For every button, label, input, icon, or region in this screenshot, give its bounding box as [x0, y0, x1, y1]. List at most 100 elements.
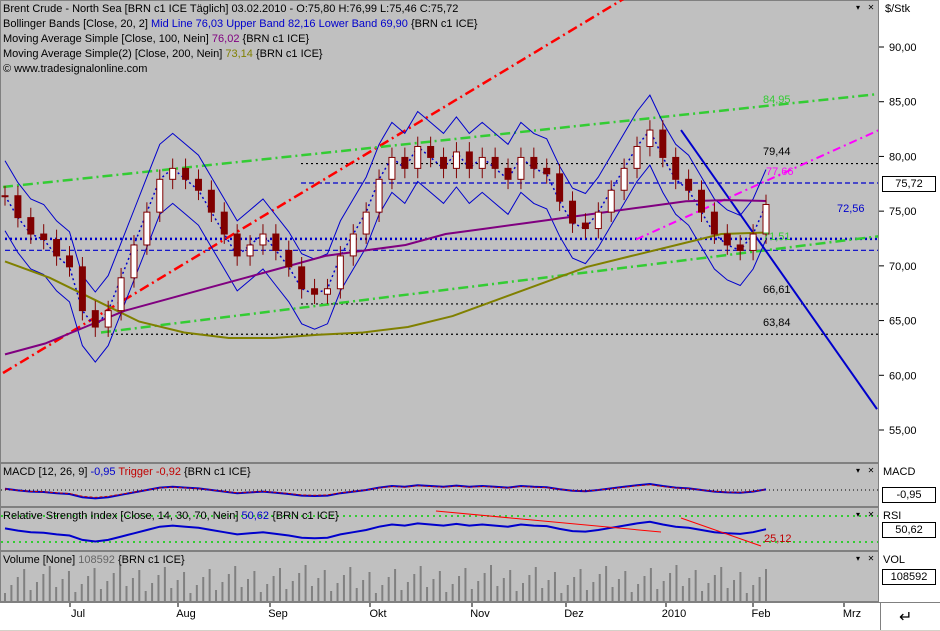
rsi-menu-icon[interactable]: ▾ — [855, 510, 860, 519]
volume-bar — [336, 583, 339, 601]
volume-svg — [4, 565, 767, 601]
macd-pane[interactable]: MACD [12, 26, 9] -0,95 Trigger -0,92 {BR… — [0, 463, 880, 507]
volume-bar — [624, 571, 627, 601]
volume-bar — [381, 585, 384, 601]
candle-body — [723, 233, 731, 246]
volume-bar — [266, 584, 269, 601]
volume-value-box: 108592 — [882, 569, 936, 585]
candle-body — [543, 167, 551, 175]
macd-trigger-line — [4, 484, 767, 498]
candle-body — [323, 288, 331, 295]
volume-bar — [119, 565, 122, 601]
volume-bar — [745, 593, 748, 601]
pane-close-icon[interactable]: ✕ — [867, 3, 875, 12]
volume-bar — [99, 589, 102, 601]
legend-bb: Bollinger Bands [Close, 20, 2] — [3, 18, 148, 30]
volume-bar — [579, 569, 582, 601]
volume-bar — [438, 571, 441, 601]
candle-body — [581, 222, 589, 230]
volume-bar — [304, 565, 307, 601]
volume-bar — [662, 581, 665, 601]
volume-bar — [29, 590, 32, 601]
volume-bar — [605, 566, 608, 601]
unit-label: $/Stk — [885, 3, 911, 15]
annotation-7151: 71,51 — [763, 231, 791, 243]
volume-bar — [215, 590, 218, 601]
candle-body — [414, 145, 422, 169]
candle-body — [736, 244, 744, 251]
volume-bar — [48, 566, 51, 601]
rsi-axis-title: RSI — [883, 510, 902, 522]
volume-bar — [355, 588, 358, 601]
volume-bar — [681, 586, 684, 601]
candle-body — [362, 211, 370, 235]
candle-body — [465, 151, 473, 169]
candle-body — [207, 189, 215, 213]
volume-bar — [157, 575, 160, 601]
volume-bar — [67, 571, 70, 601]
volume-pane[interactable]: Volume [None] 108592 {BRN c1 ICE} ▾ ✕ — [0, 551, 880, 602]
candle-body — [336, 255, 344, 290]
candle-body — [569, 200, 577, 224]
volume-bar — [432, 579, 435, 601]
candle-body — [65, 255, 73, 268]
volume-menu-icon[interactable]: ▾ — [855, 554, 860, 563]
volume-bar — [189, 593, 192, 601]
macd-close-icon[interactable]: ✕ — [867, 466, 875, 475]
macd-axis-title: MACD — [883, 466, 916, 478]
y-tick-label: 75,00 — [889, 206, 917, 218]
volume-bar — [726, 588, 729, 601]
resize-arrow-icon[interactable]: ↵ — [899, 609, 913, 626]
candle-body — [194, 178, 202, 191]
volume-bar — [688, 578, 691, 601]
annotation-6384: 63,84 — [763, 317, 791, 329]
volume-bar — [151, 583, 154, 601]
annotation-6661: 66,61 — [763, 284, 791, 296]
volume-bar — [426, 587, 429, 601]
volume-bar — [617, 579, 620, 601]
candle-body — [130, 244, 138, 279]
volume-bar — [291, 581, 294, 601]
volume-bar — [61, 579, 64, 601]
volume-bar — [317, 578, 320, 601]
volume-bar — [170, 588, 173, 601]
volume-bar — [163, 567, 166, 601]
bollinger-upper-band — [4, 94, 767, 293]
volume-bar — [477, 581, 480, 601]
candle-body — [440, 156, 448, 169]
rsi-pane[interactable]: Relative Strength Index [Close, 14, 30, … — [0, 507, 880, 551]
candle-body — [272, 233, 280, 251]
copyright: © www.tradesignalonline.com — [3, 63, 148, 75]
candle-body — [104, 310, 112, 328]
price-axis[interactable]: 55,00 60,00 65,00 70,00 75,00 80,00 85,00 90,00… — [878, 0, 940, 463]
annotation-8495: 84,95 — [763, 94, 791, 106]
time-axis[interactable]: Jul Aug Sep Okt Nov Dez 2010 Feb Mrz — [0, 602, 880, 630]
macd-menu-icon[interactable]: ▾ — [855, 466, 860, 475]
volume-bar — [528, 575, 531, 601]
volume-bar — [183, 572, 186, 601]
volume-legend: Volume [None] 108592 {BRN c1 ICE} — [3, 553, 185, 568]
macd-svg — [1, 482, 879, 500]
volume-bar — [720, 567, 723, 601]
main-chart-pane[interactable]: Brent Crude - North Sea [BRN c1 ICE Tägl… — [0, 0, 880, 463]
rsi-line — [4, 520, 767, 543]
volume-close-icon[interactable]: ✕ — [867, 554, 875, 563]
volume-bar — [585, 590, 588, 601]
volume-bar — [643, 576, 646, 601]
candle-body — [685, 178, 693, 191]
green-upper-trendline — [2, 92, 880, 189]
volume-bar — [106, 581, 109, 601]
candle-body — [491, 156, 499, 169]
candle-body — [607, 189, 615, 213]
volume-bar — [502, 578, 505, 601]
volume-bar — [374, 593, 377, 601]
volume-bar — [55, 587, 58, 601]
volume-bar — [4, 593, 6, 601]
volume-bar — [541, 588, 544, 601]
rsi-trendline-2 — [680, 517, 762, 547]
legend-ma200: Moving Average Simple(2) [Close, 200, Ne… — [3, 48, 223, 60]
volume-bar — [221, 582, 224, 601]
macd-legend: MACD [12, 26, 9] -0,95 Trigger -0,92 {BR… — [3, 465, 251, 480]
pane-menu-icon[interactable]: ▾ — [855, 3, 860, 12]
rsi-close-icon[interactable]: ✕ — [867, 510, 875, 519]
